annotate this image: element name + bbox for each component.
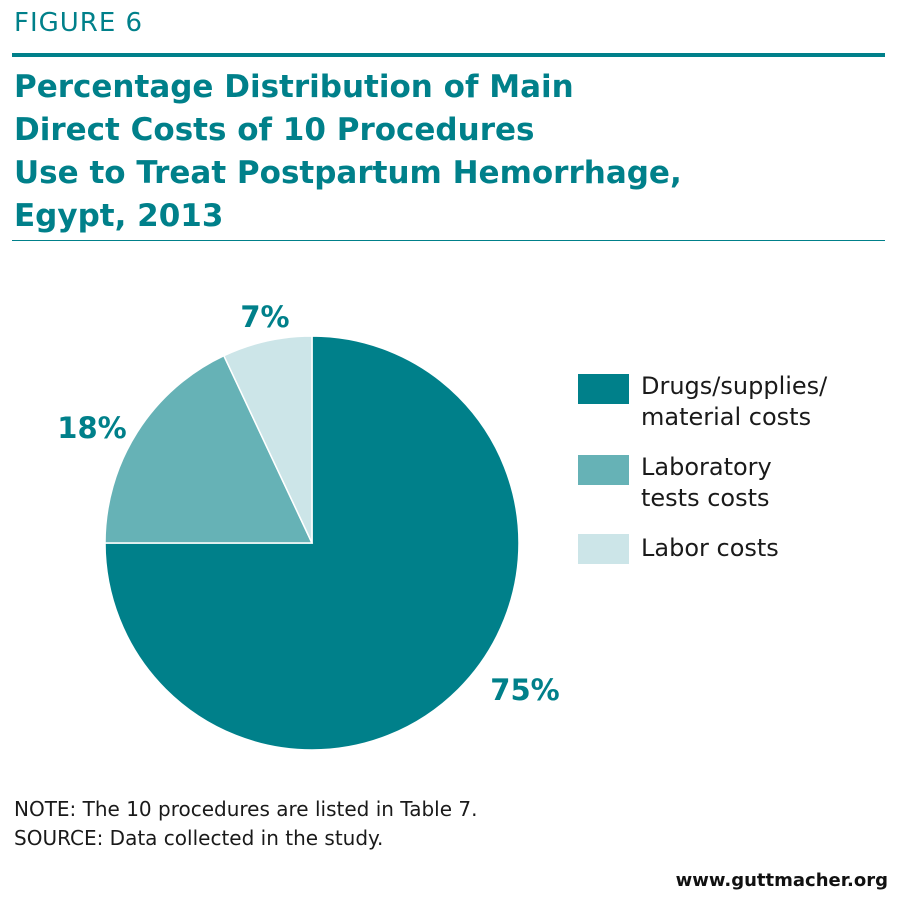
legend-swatch-drugs: [578, 374, 629, 404]
legend-label-labor-line-1: Labor costs: [641, 534, 779, 562]
pie-slices: [104, 335, 520, 751]
pie-labels: 75% 18% 7%: [57, 300, 559, 707]
figure-label: FIGURE 6: [14, 8, 144, 38]
pie-slice-drugs: [104, 335, 520, 751]
title-line-4: Egypt, 2013: [14, 198, 224, 234]
website-url: www.guttmacher.org: [675, 870, 888, 891]
source-prefix: SOURCE:: [14, 826, 104, 850]
legend-label-laboratory-line-1: Laboratory: [641, 453, 772, 481]
chart-title: Percentage Distribution of Main Direct C…: [14, 66, 874, 238]
slice-label-laboratory: 18%: [57, 411, 126, 445]
legend-swatch-laboratory: [578, 455, 629, 485]
slice-label-drugs: 75%: [490, 673, 559, 707]
source: SOURCE: Data collected in the study.: [14, 826, 383, 850]
legend-item-labor: Labor costs: [578, 534, 878, 574]
legend-swatch-labor: [578, 534, 629, 564]
title-line-1: Percentage Distribution of Main: [14, 69, 574, 105]
note: NOTE: The 10 procedures are listed in Ta…: [14, 797, 477, 821]
pie-slice-laboratory: [104, 354, 314, 544]
note-text: The 10 procedures are listed in Table 7.: [76, 797, 478, 821]
legend-label-drugs-line-1: Drugs/supplies/: [641, 372, 828, 400]
title-line-2: Direct Costs of 10 Procedures: [14, 112, 535, 148]
top-rule: [12, 53, 885, 57]
title-rule: [12, 240, 885, 241]
legend-item-drugs: Drugs/supplies/ material costs: [578, 372, 878, 444]
legend-label-drugs-line-2: material costs: [641, 403, 812, 431]
source-text: Data collected in the study.: [103, 826, 384, 850]
note-prefix: NOTE:: [14, 797, 77, 821]
slice-label-labor: 7%: [240, 300, 289, 334]
title-line-3: Use to Treat Postpartum Hemorrhage,: [14, 155, 682, 191]
pie-slice-labor: [222, 335, 313, 544]
pie-chart: 75% 18% 7%: [57, 300, 560, 751]
legend-label-laboratory-line-2: tests costs: [641, 484, 770, 512]
legend-item-laboratory: Laboratory tests costs: [578, 453, 878, 525]
